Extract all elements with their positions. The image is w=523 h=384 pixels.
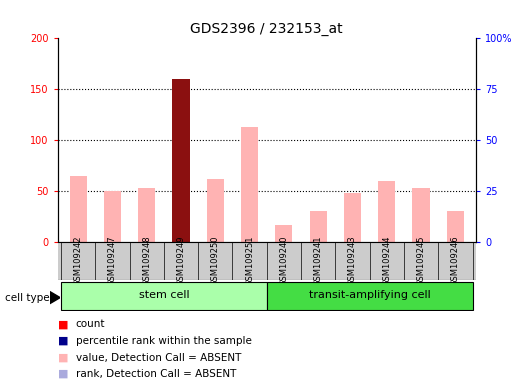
Text: GSM109244: GSM109244 [382, 236, 391, 286]
Text: GSM109245: GSM109245 [416, 236, 426, 286]
Bar [70, 176, 87, 242]
Text: percentile rank within the sample: percentile rank within the sample [76, 336, 252, 346]
Text: stem cell: stem cell [139, 290, 189, 300]
Bar [241, 127, 258, 242]
Bar [378, 181, 395, 242]
Text: cell type: cell type [5, 293, 50, 303]
Text: GSM109250: GSM109250 [211, 236, 220, 286]
Text: ■: ■ [58, 353, 68, 362]
Bar [413, 188, 429, 242]
Text: GSM109249: GSM109249 [176, 236, 186, 286]
Bar [104, 191, 121, 242]
Text: transit-amplifying cell: transit-amplifying cell [309, 290, 430, 300]
Text: GSM109246: GSM109246 [451, 236, 460, 286]
Bar [173, 79, 189, 242]
Bar [310, 212, 327, 242]
Title: GDS2396 / 232153_at: GDS2396 / 232153_at [190, 22, 343, 36]
Text: GSM109242: GSM109242 [74, 236, 83, 286]
Text: GSM109247: GSM109247 [108, 236, 117, 286]
Text: GSM109243: GSM109243 [348, 236, 357, 286]
Bar [344, 193, 361, 242]
Text: GSM109251: GSM109251 [245, 236, 254, 286]
Text: GSM109241: GSM109241 [314, 236, 323, 286]
Bar [447, 212, 464, 242]
Text: ■: ■ [58, 336, 68, 346]
Text: GSM109240: GSM109240 [279, 236, 288, 286]
Text: rank, Detection Call = ABSENT: rank, Detection Call = ABSENT [76, 369, 236, 379]
Bar [61, 282, 267, 310]
Text: value, Detection Call = ABSENT: value, Detection Call = ABSENT [76, 353, 241, 362]
Bar [275, 225, 292, 242]
Bar [138, 188, 155, 242]
Text: ■: ■ [58, 369, 68, 379]
Text: count: count [76, 319, 105, 329]
Bar [207, 179, 224, 242]
Text: ■: ■ [58, 319, 68, 329]
Text: GSM109248: GSM109248 [142, 236, 151, 286]
Polygon shape [50, 291, 60, 304]
Bar [267, 282, 472, 310]
